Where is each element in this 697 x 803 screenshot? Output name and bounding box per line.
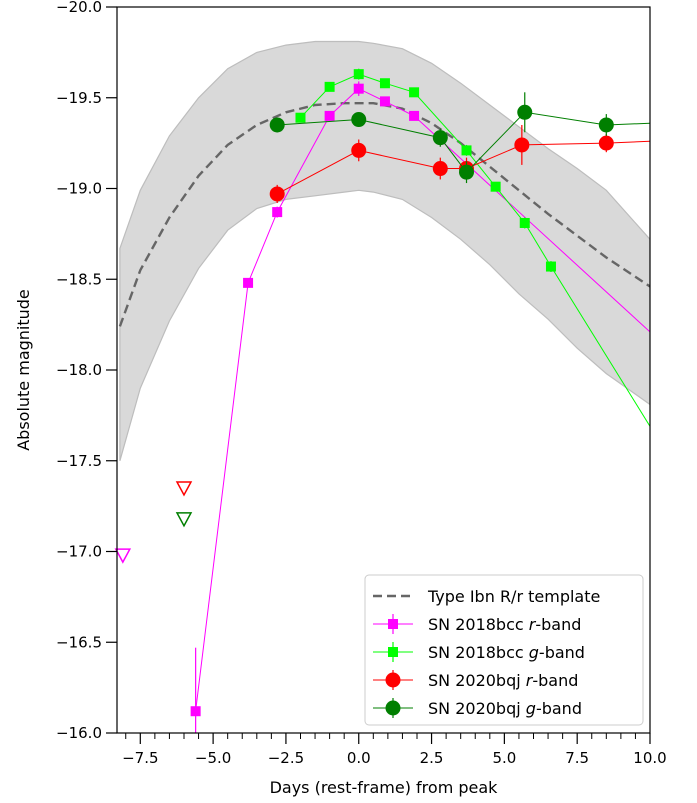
y-tick-label: −16.0 bbox=[56, 724, 102, 742]
legend-marker bbox=[385, 672, 401, 688]
data-point bbox=[432, 161, 448, 177]
data-point bbox=[351, 142, 367, 158]
y-tick-label: −17.0 bbox=[56, 543, 102, 561]
y-axis: −20.0 −19.5 −19.0 −18.5 −18.0 −17.5 −17.0 −16.5… bbox=[56, 0, 117, 742]
data-point bbox=[351, 112, 367, 128]
series-2 bbox=[295, 68, 650, 427]
upper-limit-marker bbox=[175, 481, 193, 497]
data-point bbox=[598, 117, 614, 133]
data-point bbox=[461, 145, 472, 156]
legend-label-template: Type Ibn R/r template bbox=[427, 587, 600, 606]
legend-label-series-2: SN 2018bcc g-band bbox=[428, 643, 585, 662]
x-tick-label: 10.0 bbox=[633, 749, 666, 767]
data-point bbox=[545, 261, 556, 272]
y-tick-label: −19.0 bbox=[56, 180, 102, 198]
x-tick-label: −5.0 bbox=[195, 749, 231, 767]
data-point bbox=[409, 110, 420, 121]
data-point bbox=[243, 277, 254, 288]
data-point bbox=[409, 87, 420, 98]
legend-label-series-3: SN 2020bqj r-band bbox=[428, 671, 578, 690]
data-point bbox=[598, 135, 614, 151]
upper-limit-marker bbox=[114, 548, 132, 564]
upper-limits-layer bbox=[114, 481, 193, 564]
x-tick-label: 2.5 bbox=[420, 749, 444, 767]
data-point bbox=[324, 110, 335, 121]
y-tick-label: −20.0 bbox=[56, 0, 102, 16]
series-1 bbox=[190, 81, 650, 733]
legend: Type Ibn R/r template SN 2018bcc r-band SN… bbox=[364, 574, 644, 726]
series-line bbox=[300, 73, 650, 427]
data-point bbox=[379, 78, 390, 89]
data-point bbox=[519, 217, 530, 228]
data-point bbox=[295, 112, 306, 123]
legend-marker bbox=[385, 700, 401, 716]
legend-marker bbox=[388, 647, 398, 657]
legend-marker bbox=[388, 619, 398, 629]
data-point bbox=[517, 104, 533, 120]
data-point bbox=[272, 207, 283, 218]
x-tick-label: −2.5 bbox=[268, 749, 304, 767]
data-point bbox=[379, 96, 390, 107]
y-axis-label: Absolute magnitude bbox=[14, 289, 33, 451]
y-tick-label: −17.5 bbox=[56, 452, 102, 470]
data-point bbox=[353, 69, 364, 80]
x-tick-label: 5.0 bbox=[492, 749, 516, 767]
legend-label-series-1: SN 2018bcc r-band bbox=[428, 615, 581, 634]
data-point bbox=[269, 117, 285, 133]
data-point bbox=[432, 130, 448, 146]
legend-label-series-4: SN 2020bqj g-band bbox=[428, 699, 582, 718]
x-tick-label: 7.5 bbox=[565, 749, 589, 767]
data-point bbox=[514, 137, 530, 153]
x-tick-label: 0.0 bbox=[347, 749, 371, 767]
y-tick-label: −16.5 bbox=[56, 633, 102, 651]
x-axis: −7.5 −5.0 −2.5 0.0 2.5 5.0 7.5 10.0 bbox=[122, 733, 667, 767]
data-point bbox=[190, 706, 201, 717]
legend-box bbox=[364, 574, 644, 726]
x-tick-label: −7.5 bbox=[122, 749, 158, 767]
y-tick-label: −19.5 bbox=[56, 89, 102, 107]
data-point bbox=[459, 164, 475, 180]
upper-limit-marker bbox=[175, 512, 193, 528]
data-point bbox=[353, 83, 364, 94]
y-tick-label: −18.5 bbox=[56, 270, 102, 288]
data-point bbox=[490, 181, 501, 192]
y-tick-label: −18.0 bbox=[56, 361, 102, 379]
data-point bbox=[269, 186, 285, 202]
series-4 bbox=[269, 92, 650, 184]
x-axis-label: Days (rest-frame) from peak bbox=[270, 778, 499, 797]
data-point bbox=[324, 81, 335, 92]
series-layer bbox=[190, 68, 650, 733]
plot-area bbox=[118, 40, 650, 733]
